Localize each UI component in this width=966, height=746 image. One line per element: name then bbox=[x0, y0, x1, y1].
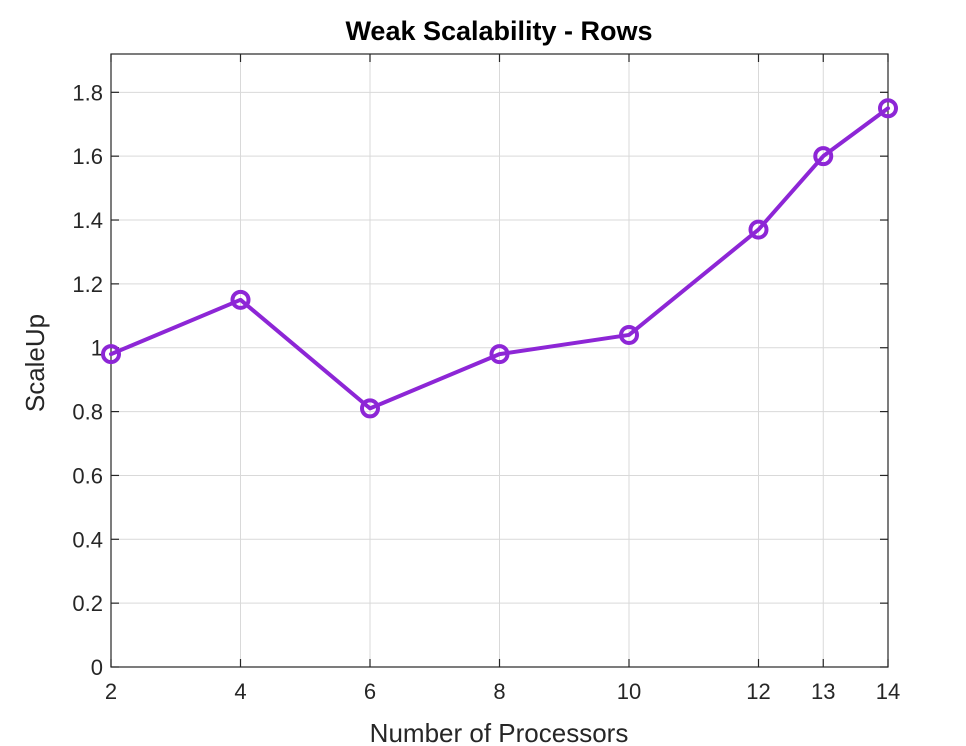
data-point-marker bbox=[360, 398, 380, 419]
x-tick-label: 4 bbox=[234, 679, 246, 704]
x-tick-label: 2 bbox=[105, 679, 117, 704]
data-point-marker bbox=[619, 324, 639, 345]
chart-title: Weak Scalability - Rows bbox=[345, 16, 652, 46]
x-tick-label: 8 bbox=[493, 679, 505, 704]
data-point-marker bbox=[489, 344, 510, 365]
x-tick-label: 13 bbox=[811, 679, 835, 704]
series-group bbox=[101, 98, 898, 419]
y-tick-label: 0.8 bbox=[72, 400, 103, 425]
y-tick-label: 1.4 bbox=[72, 208, 103, 233]
y-tick-label: 0.6 bbox=[72, 463, 103, 488]
y-tick-label: 0 bbox=[91, 655, 103, 680]
x-tick-label: 6 bbox=[364, 679, 376, 704]
y-axis-label: ScaleUp bbox=[20, 314, 50, 412]
x-tick-label: 14 bbox=[876, 679, 900, 704]
x-axis-label: Number of Processors bbox=[370, 718, 629, 746]
y-tick-label: 1 bbox=[91, 336, 103, 361]
axis-ticks bbox=[110, 54, 889, 668]
x-tick-label: 12 bbox=[746, 679, 770, 704]
data-point-marker bbox=[878, 98, 898, 119]
data-point-marker bbox=[748, 219, 769, 240]
data-point-marker bbox=[230, 289, 251, 310]
y-tick-label: 1.6 bbox=[72, 144, 103, 169]
y-axis-tick-labels: 0 0.2 0.4 0.6 0.8 1 1.2 1.4 1.6 1.8 bbox=[72, 80, 103, 680]
data-point-marker bbox=[101, 344, 121, 365]
data-point-marker bbox=[813, 146, 834, 167]
x-tick-label: 10 bbox=[617, 679, 641, 704]
y-tick-label: 1.8 bbox=[72, 80, 103, 105]
x-axis-tick-labels: 2 4 6 8 10 12 13 14 bbox=[105, 679, 900, 704]
series-line bbox=[109, 106, 890, 411]
y-tick-label: 0.2 bbox=[72, 591, 103, 616]
y-tick-label: 0.4 bbox=[72, 527, 103, 552]
y-tick-label: 1.2 bbox=[72, 272, 103, 297]
